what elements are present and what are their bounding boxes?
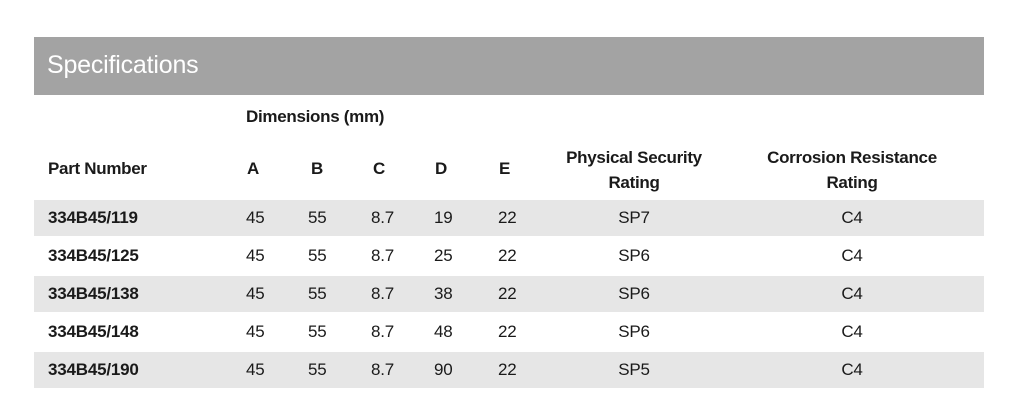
dimension-e-cell: 22 <box>498 246 517 265</box>
dimension-b-cell: 55 <box>308 322 327 341</box>
corrosion-resistance-cell: C4 <box>841 208 863 227</box>
part-number-cell: 334B45/125 <box>48 246 139 265</box>
part-number-cell: 334B45/119 <box>48 208 138 227</box>
column-header-e: E <box>499 159 511 178</box>
corrosion-resistance-header-line2: Rating <box>826 173 878 192</box>
dimension-e-cell: 22 <box>498 360 517 379</box>
dimension-e-cell: 22 <box>498 322 517 341</box>
physical-security-cell: SP6 <box>618 284 650 303</box>
dimension-c-cell: 8.7 <box>371 246 395 265</box>
dimension-b-cell: 55 <box>308 246 327 265</box>
dimension-d-cell: 38 <box>434 284 453 303</box>
physical-security-cell: SP5 <box>618 360 650 379</box>
corrosion-resistance-cell: C4 <box>841 246 863 265</box>
physical-security-cell: SP7 <box>618 208 650 227</box>
corrosion-resistance-cell: C4 <box>841 284 863 303</box>
dimension-a-cell: 45 <box>246 246 265 265</box>
dimensions-group-header: Dimensions (mm) <box>246 107 385 126</box>
dimension-d-cell: 90 <box>434 360 453 379</box>
dimension-a-cell: 45 <box>246 360 265 379</box>
physical-security-header-line1: Physical Security <box>566 148 702 167</box>
page-title: Specifications <box>47 51 199 79</box>
column-header-c: C <box>373 159 385 178</box>
dimension-d-cell: 48 <box>434 322 453 341</box>
table-row: 334B45/119 45 55 8.7 19 22 SP7 C4 <box>34 200 984 236</box>
table-row: 334B45/138 45 55 8.7 38 22 SP6 C4 <box>34 276 984 312</box>
specifications-banner: Specifications <box>34 37 984 95</box>
corrosion-resistance-cell: C4 <box>841 360 863 379</box>
dimension-d-cell: 19 <box>434 208 453 227</box>
dimension-a-cell: 45 <box>246 322 265 341</box>
dimension-c-cell: 8.7 <box>371 208 395 227</box>
corrosion-resistance-header-line1: Corrosion Resistance <box>767 148 937 167</box>
dimension-b-cell: 55 <box>308 208 327 227</box>
dimension-c-cell: 8.7 <box>371 360 395 379</box>
part-number-cell: 334B45/138 <box>48 284 139 303</box>
physical-security-cell: SP6 <box>618 246 650 265</box>
dimension-a-cell: 45 <box>246 208 265 227</box>
part-number-cell: 334B45/190 <box>48 360 139 379</box>
dimension-e-cell: 22 <box>498 208 517 227</box>
column-header-b: B <box>311 159 323 178</box>
column-header-a: A <box>247 159 259 178</box>
physical-security-cell: SP6 <box>618 322 650 341</box>
column-header-part-number: Part Number <box>48 159 147 178</box>
table-row: 334B45/190 45 55 8.7 90 22 SP5 C4 <box>34 352 984 388</box>
column-header-physical-security-rating: Physical Security Rating <box>544 145 724 195</box>
corrosion-resistance-cell: C4 <box>841 322 863 341</box>
dimension-e-cell: 22 <box>498 284 517 303</box>
part-number-cell: 334B45/148 <box>48 322 139 341</box>
column-header-corrosion-resistance-rating: Corrosion Resistance Rating <box>742 145 962 195</box>
dimension-b-cell: 55 <box>308 360 327 379</box>
dimension-a-cell: 45 <box>246 284 265 303</box>
dimension-c-cell: 8.7 <box>371 322 395 341</box>
column-header-d: D <box>435 159 447 178</box>
physical-security-header-line2: Rating <box>608 173 660 192</box>
table-row: 334B45/148 45 55 8.7 48 22 SP6 C4 <box>34 314 984 350</box>
table-row: 334B45/125 45 55 8.7 25 22 SP6 C4 <box>34 238 984 274</box>
dimension-b-cell: 55 <box>308 284 327 303</box>
dimension-d-cell: 25 <box>434 246 453 265</box>
dimension-c-cell: 8.7 <box>371 284 395 303</box>
